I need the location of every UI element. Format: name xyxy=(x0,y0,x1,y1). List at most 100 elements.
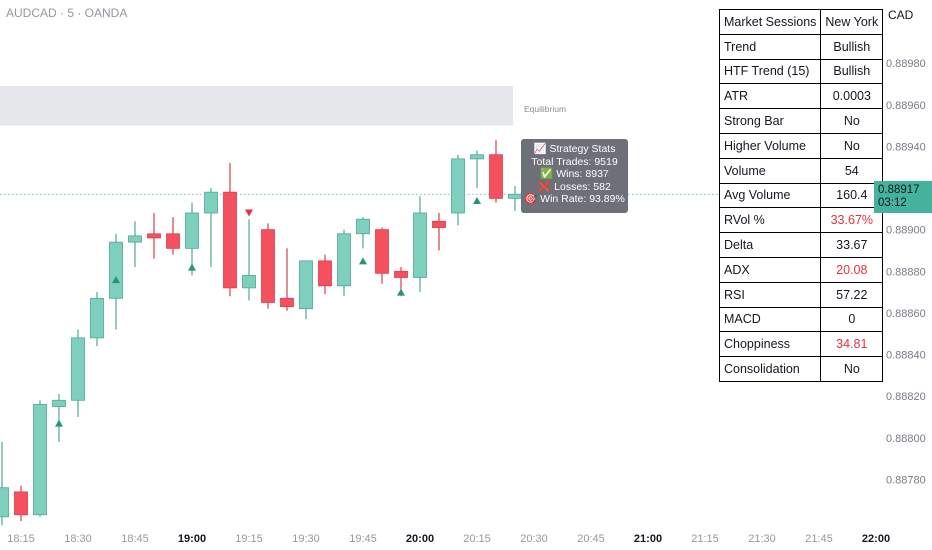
candle xyxy=(470,150,484,188)
candle xyxy=(432,212,446,251)
candle xyxy=(204,188,218,268)
candle xyxy=(280,248,294,311)
stats-value: 33.67% xyxy=(820,207,884,234)
stats-label: Higher Volume xyxy=(718,132,822,159)
tooltip-win-rate: 🎯 Win Rate: 93.89% xyxy=(524,193,625,206)
stats-row: Higher Volume No xyxy=(718,132,884,159)
stats-label: Market Sessions xyxy=(718,9,822,35)
candle xyxy=(451,154,465,226)
candle xyxy=(90,292,104,347)
stats-label: ADX xyxy=(718,256,822,283)
candle xyxy=(33,400,47,517)
stats-label: Trend xyxy=(718,33,822,60)
stats-row: Trend Bullish xyxy=(718,33,884,60)
equilibrium-label: Equilibrium xyxy=(524,104,566,114)
x-tick-label: 18:15 xyxy=(7,533,35,545)
stats-row: Delta 33.67 xyxy=(718,232,884,258)
last-price-value: 0.88917 xyxy=(878,184,920,196)
stats-value: 54 xyxy=(820,157,884,184)
stats-row: ADX 20.08 xyxy=(718,256,884,283)
y-tick-label: 0.88840 xyxy=(886,350,926,362)
stats-value: 57.22 xyxy=(820,281,884,308)
candle xyxy=(223,163,237,297)
stats-label: Avg Volume xyxy=(718,182,822,209)
stats-value: No xyxy=(820,356,884,382)
bar-countdown: 03:12 xyxy=(878,197,907,209)
tooltip-losses: ❌ Losses: 582 xyxy=(538,180,611,193)
stats-label: MACD xyxy=(718,306,822,333)
candle xyxy=(185,202,199,276)
x-tick-label: 21:45 xyxy=(805,533,833,545)
stats-value: No xyxy=(820,132,884,159)
candle xyxy=(0,441,9,526)
y-tick-label: 0.88940 xyxy=(886,141,926,153)
stats-value: Bullish xyxy=(820,33,884,60)
indicator-stats-table: Market Sessions New York Trend Bullish HTF T… xyxy=(718,9,884,382)
x-tick-label: 20:15 xyxy=(463,533,491,545)
y-tick-label: 0.88900 xyxy=(886,225,926,237)
candle xyxy=(166,217,180,255)
y-tick-label: 0.88860 xyxy=(886,308,926,320)
stats-value: No xyxy=(820,108,884,134)
last-price-label: 0.88917 03:12 xyxy=(874,181,932,213)
stats-value: 0.0003 xyxy=(820,83,884,110)
stats-label: Volume xyxy=(718,157,822,184)
x-tick-label: 18:45 xyxy=(121,533,149,545)
candle xyxy=(489,140,503,203)
x-tick-label: 21:00 xyxy=(634,533,662,545)
stats-label: Delta xyxy=(718,232,822,258)
stats-value: New York xyxy=(820,9,884,35)
strategy-stats-tooltip: 📈 Strategy Stats Total Trades: 9519 ✅ Wi… xyxy=(521,139,628,213)
y-tick-label: 0.88980 xyxy=(886,58,926,70)
candle xyxy=(14,485,28,521)
stats-label: HTF Trend (15) xyxy=(718,58,822,85)
stats-value: 34.81 xyxy=(820,331,884,358)
stats-value: Bullish xyxy=(820,58,884,85)
tooltip-title: 📈 Strategy Stats xyxy=(533,143,616,155)
y-tick-label: 0.88780 xyxy=(886,474,926,486)
buy-signal-marker xyxy=(55,419,63,427)
stats-value: 33.67 xyxy=(820,232,884,258)
candle xyxy=(318,254,332,295)
candle xyxy=(413,196,427,293)
y-tick-label: 0.88820 xyxy=(886,391,926,403)
stats-row: RSI 57.22 xyxy=(718,281,884,308)
stats-row: Market Sessions New York xyxy=(718,9,884,35)
y-tick-label: 0.88880 xyxy=(886,266,926,278)
candle xyxy=(128,221,142,268)
x-tick-label: 18:30 xyxy=(64,533,92,545)
buy-signal-marker xyxy=(359,257,367,265)
stats-row: RVol % 33.67% xyxy=(718,207,884,234)
buy-signal-marker xyxy=(397,288,405,296)
stats-label: RSI xyxy=(718,281,822,308)
candle xyxy=(147,212,161,259)
x-tick-label: 19:30 xyxy=(292,533,320,545)
candle xyxy=(299,260,313,320)
stats-row: ATR 0.0003 xyxy=(718,83,884,110)
tooltip-total-trades: Total Trades: 9519 xyxy=(531,155,618,168)
stats-row: Choppiness 34.81 xyxy=(718,331,884,358)
candle xyxy=(242,219,256,301)
x-tick-label: 20:00 xyxy=(406,533,434,545)
x-tick-label: 19:45 xyxy=(349,533,377,545)
stats-label: Consolidation xyxy=(718,356,822,382)
x-tick-label: 19:00 xyxy=(178,533,206,545)
stats-row: Consolidation No xyxy=(718,356,884,382)
buy-signal-marker xyxy=(473,196,481,204)
y-tick-label: 0.88960 xyxy=(886,100,926,112)
x-tick-label: 21:15 xyxy=(691,533,719,545)
x-tick-label: 22:00 xyxy=(862,533,890,545)
candle xyxy=(356,217,370,249)
stats-row: HTF Trend (15) Bullish xyxy=(718,58,884,85)
stats-label: RVol % xyxy=(718,207,822,234)
candle xyxy=(375,227,389,284)
stats-value: 0 xyxy=(820,306,884,333)
stats-label: Strong Bar xyxy=(718,108,822,134)
stats-label: ATR xyxy=(718,83,822,110)
candle xyxy=(71,329,85,417)
symbol-title: AUDCAD · 5 · OANDA xyxy=(6,6,128,20)
candle xyxy=(508,185,522,211)
x-tick-label: 20:45 xyxy=(577,533,605,545)
stats-row: Avg Volume 160.4 xyxy=(718,182,884,209)
tooltip-wins: ✅ Wins: 8937 xyxy=(540,168,609,181)
